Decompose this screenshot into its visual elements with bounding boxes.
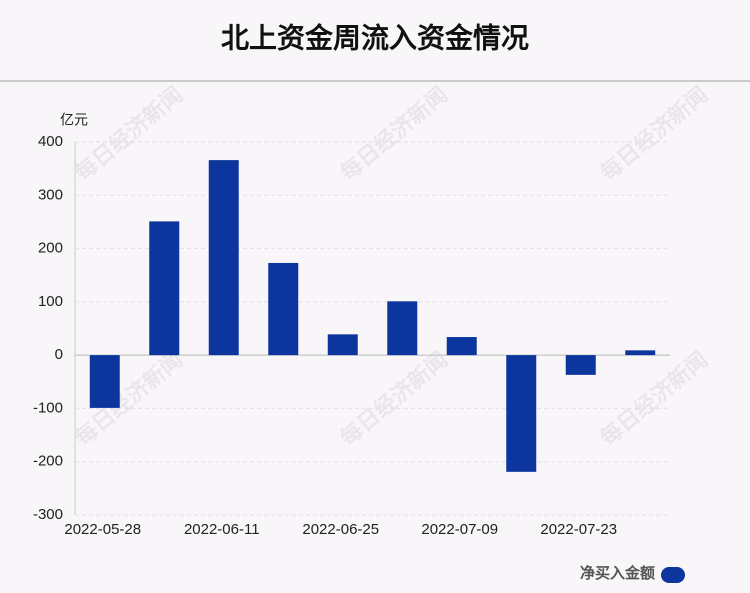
watermark: 每日经济新闻	[335, 82, 452, 186]
watermark: 每日经济新闻	[595, 82, 712, 186]
bar	[506, 355, 537, 472]
bar	[446, 337, 477, 356]
bar	[208, 160, 239, 356]
x-tick-label: 2022-05-28	[64, 521, 141, 538]
y-tick-label: -300	[33, 506, 63, 523]
x-tick-label: 2022-07-09	[421, 521, 498, 538]
bar	[565, 355, 596, 375]
bar	[327, 334, 358, 356]
x-tick-label: 2022-06-25	[302, 521, 379, 538]
watermark: 每日经济新闻	[595, 347, 712, 451]
y-tick-label: 300	[38, 186, 63, 203]
x-tick-label: 2022-07-23	[540, 521, 617, 538]
watermark: 每日经济新闻	[335, 347, 452, 451]
y-tick-label: 0	[55, 346, 63, 363]
y-unit: 亿元	[60, 112, 88, 128]
legend-label: 净买入金额	[580, 564, 655, 582]
y-tick-label: 400	[38, 133, 63, 150]
y-tick-label: 200	[38, 240, 63, 257]
y-tick-label: -100	[33, 399, 63, 416]
bar	[625, 350, 656, 356]
watermark: 每日经济新闻	[70, 347, 187, 451]
y-tick-label: -200	[33, 453, 63, 470]
bar	[149, 221, 180, 356]
y-tick-label: 100	[38, 293, 63, 310]
bar	[387, 301, 418, 356]
legend-swatch	[661, 567, 685, 583]
x-tick-label: 2022-06-11	[184, 521, 260, 538]
chart-title: 北上资金周流入资金情况	[221, 21, 529, 53]
bar	[268, 262, 299, 356]
bar	[89, 355, 120, 408]
watermark: 每日经济新闻	[70, 82, 187, 186]
